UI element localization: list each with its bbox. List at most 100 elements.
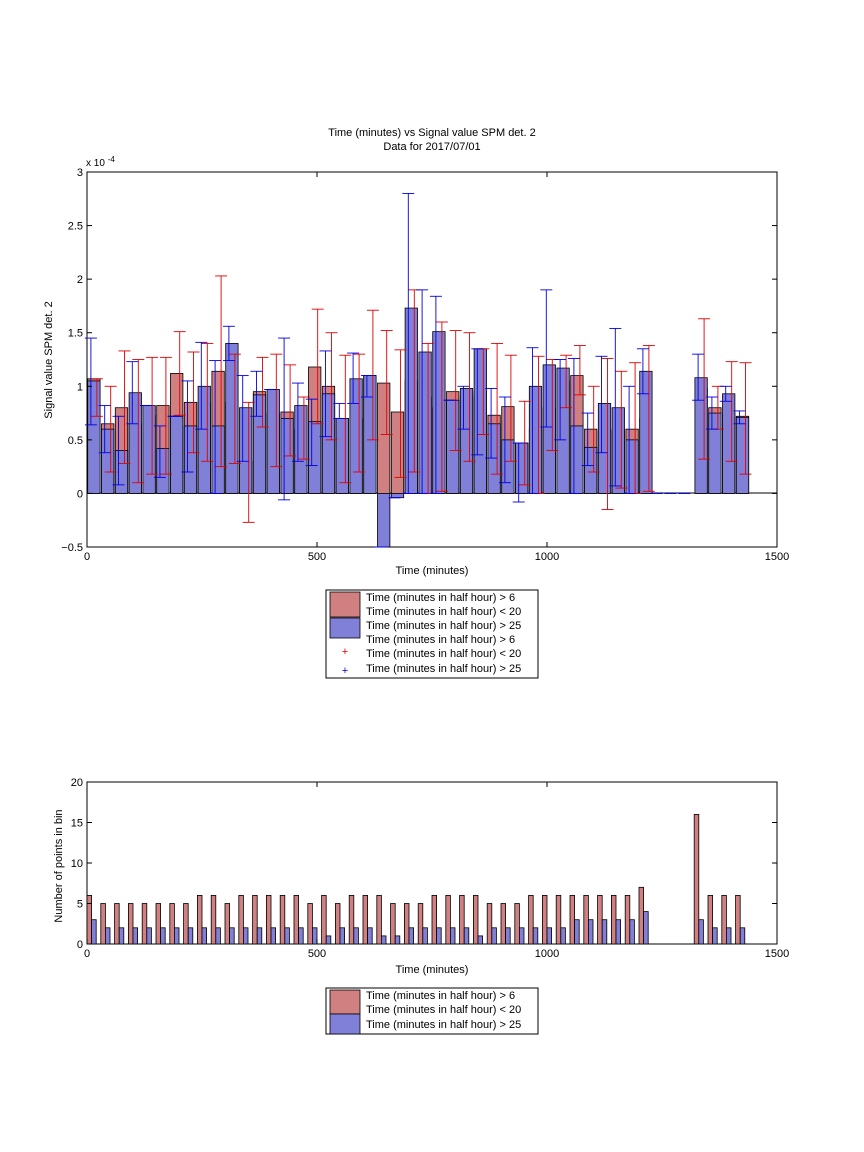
chart-subtitle: Data for 2017/07/01 bbox=[383, 141, 480, 153]
blue-errorbar-18 bbox=[333, 402, 346, 419]
count-red-bar-31 bbox=[514, 903, 520, 945]
count-red-bar-44 bbox=[735, 895, 741, 945]
red-errorbar-5 bbox=[159, 356, 172, 475]
blue-errorbar-39 bbox=[623, 385, 636, 494]
y-axis-ticks-bottom: 0 5 10 15 20 bbox=[71, 777, 777, 951]
blue-bar-series-top bbox=[87, 307, 750, 548]
count-blue-bar-10 bbox=[229, 927, 235, 945]
blue-errorbar-15 bbox=[291, 382, 304, 462]
count-red-bar-7 bbox=[183, 903, 189, 945]
red-errorbar-16 bbox=[311, 308, 324, 425]
count-blue-bar-24 bbox=[422, 927, 428, 945]
count-blue-bar-20 bbox=[367, 927, 373, 945]
count-blue-bar-19 bbox=[353, 927, 359, 945]
x-tick-label-bottom: 1000 bbox=[535, 948, 559, 960]
count-blue-bar-39 bbox=[629, 919, 635, 945]
blue-bar-4 bbox=[142, 405, 156, 494]
count-red-bar-18 bbox=[334, 903, 341, 945]
blue-errorbar-14 bbox=[278, 337, 291, 501]
blue-bar-20 bbox=[363, 375, 377, 494]
count-blue-bar-14 bbox=[284, 927, 290, 945]
red-errorbar-35 bbox=[573, 345, 586, 396]
count-red-bar-23 bbox=[403, 903, 410, 945]
count-red-bar-5 bbox=[155, 903, 161, 945]
blue-errorbar-35 bbox=[567, 357, 580, 494]
count-blue-bar-28 bbox=[477, 935, 483, 945]
count-blue-bar-6 bbox=[173, 927, 180, 945]
count-blue-bar-35 bbox=[574, 919, 580, 945]
count-blue-bar-8 bbox=[201, 927, 207, 945]
red-errorbar-38 bbox=[615, 370, 628, 489]
blue-errorbar-47 bbox=[733, 410, 746, 425]
count-red-bar-26 bbox=[445, 895, 451, 945]
count-blue-bar-42 bbox=[712, 927, 718, 945]
red-errorbar-19 bbox=[353, 353, 366, 473]
blue-bar-22 bbox=[390, 493, 405, 499]
blue-errorbar-25 bbox=[429, 295, 442, 494]
y-exponent-power: -4 bbox=[108, 155, 116, 164]
y-tick-label-top: −0.5 bbox=[61, 542, 83, 554]
count-red-bar-11 bbox=[238, 895, 244, 945]
count-blue-bar-16 bbox=[311, 927, 318, 945]
blue-errorbar-3 bbox=[126, 361, 139, 425]
red-errorbar-40 bbox=[642, 345, 655, 492]
red-errorbar-15 bbox=[297, 396, 310, 460]
count-chart: 0 500 1000 1500 0 5 10 15 20 Time (minutes) Num… bbox=[53, 777, 789, 1035]
count-blue-bar-4 bbox=[146, 927, 152, 945]
x-axis-ticks-bottom: 0 500 1000 1500 bbox=[84, 782, 789, 960]
chart-title: Time (minutes) vs Signal value SPM det. … bbox=[328, 127, 535, 139]
count-red-bar-25 bbox=[431, 895, 437, 945]
legend-swatch-blue-bottom bbox=[329, 1013, 361, 1035]
blue-bar-36 bbox=[584, 446, 598, 494]
red-errorbar-13 bbox=[270, 353, 283, 468]
red-errorbar-21 bbox=[380, 330, 393, 435]
count-blue-bar-0 bbox=[91, 919, 97, 945]
y-tick-label-bottom: 5 bbox=[77, 899, 83, 911]
red-errorbar-22 bbox=[394, 349, 407, 478]
count-red-bar-16 bbox=[307, 903, 313, 945]
count-red-bar-40 bbox=[638, 886, 644, 945]
blue-bar-5 bbox=[156, 448, 170, 494]
y-tick-label-top: 1 bbox=[77, 381, 83, 393]
y-axis-ticks-top: −0.5 0 0.5 1 1.5 2 2.5 3 bbox=[61, 167, 777, 554]
count-red-bar-42 bbox=[707, 895, 713, 945]
blue-bar-3 bbox=[128, 392, 142, 494]
blue-errorbar-0 bbox=[84, 337, 97, 426]
count-blue-bar-29 bbox=[491, 927, 497, 945]
count-blue-bar-7 bbox=[187, 927, 194, 945]
blue-errorbar-27 bbox=[457, 385, 470, 430]
y-tick-label-bottom: 10 bbox=[71, 858, 83, 870]
count-red-bar-8 bbox=[196, 895, 203, 945]
count-blue-bar-33 bbox=[546, 927, 552, 945]
blue-bar-33 bbox=[542, 364, 556, 494]
blue-bar-1 bbox=[101, 428, 115, 494]
count-blue-bar-15 bbox=[298, 927, 304, 945]
blue-errorbar-2 bbox=[112, 415, 125, 486]
x-tick-label-top: 1500 bbox=[765, 551, 789, 563]
legend-label-5: Time (minutes in half hour) < 20 bbox=[366, 648, 521, 660]
blue-bar-21 bbox=[377, 493, 391, 548]
count-blue-bar-17 bbox=[325, 935, 332, 945]
count-red-bar-32 bbox=[528, 895, 534, 945]
count-blue-bar-40 bbox=[643, 911, 649, 945]
count-blue-bar-26 bbox=[449, 927, 456, 945]
count-blue-bar-32 bbox=[532, 927, 539, 945]
blue-errorbar-8 bbox=[195, 341, 208, 430]
blue-bar-44 bbox=[694, 377, 708, 494]
count-red-bar-33 bbox=[542, 895, 548, 945]
blue-bar-0 bbox=[87, 380, 101, 494]
blue-errorbar-33 bbox=[540, 289, 553, 428]
blue-bar-19 bbox=[349, 378, 363, 494]
blue-errorbar-17 bbox=[319, 350, 332, 438]
count-blue-bar-12 bbox=[256, 927, 263, 945]
x-axis-label-bottom: Time (minutes) bbox=[396, 964, 469, 976]
legend-bottom-label-1: Time (minutes in half hour) > 6 bbox=[366, 990, 515, 1002]
x-tick-label-bottom: 1500 bbox=[765, 948, 789, 960]
count-red-bar-1 bbox=[100, 903, 106, 945]
blue-bar-29 bbox=[487, 423, 501, 494]
red-errorbar-36 bbox=[587, 385, 600, 473]
count-red-bar-39 bbox=[624, 895, 631, 945]
red-errorbar-series bbox=[90, 275, 752, 523]
y-exponent-label: x 10 -4 bbox=[86, 155, 115, 169]
red-errorbar-29 bbox=[491, 342, 504, 475]
